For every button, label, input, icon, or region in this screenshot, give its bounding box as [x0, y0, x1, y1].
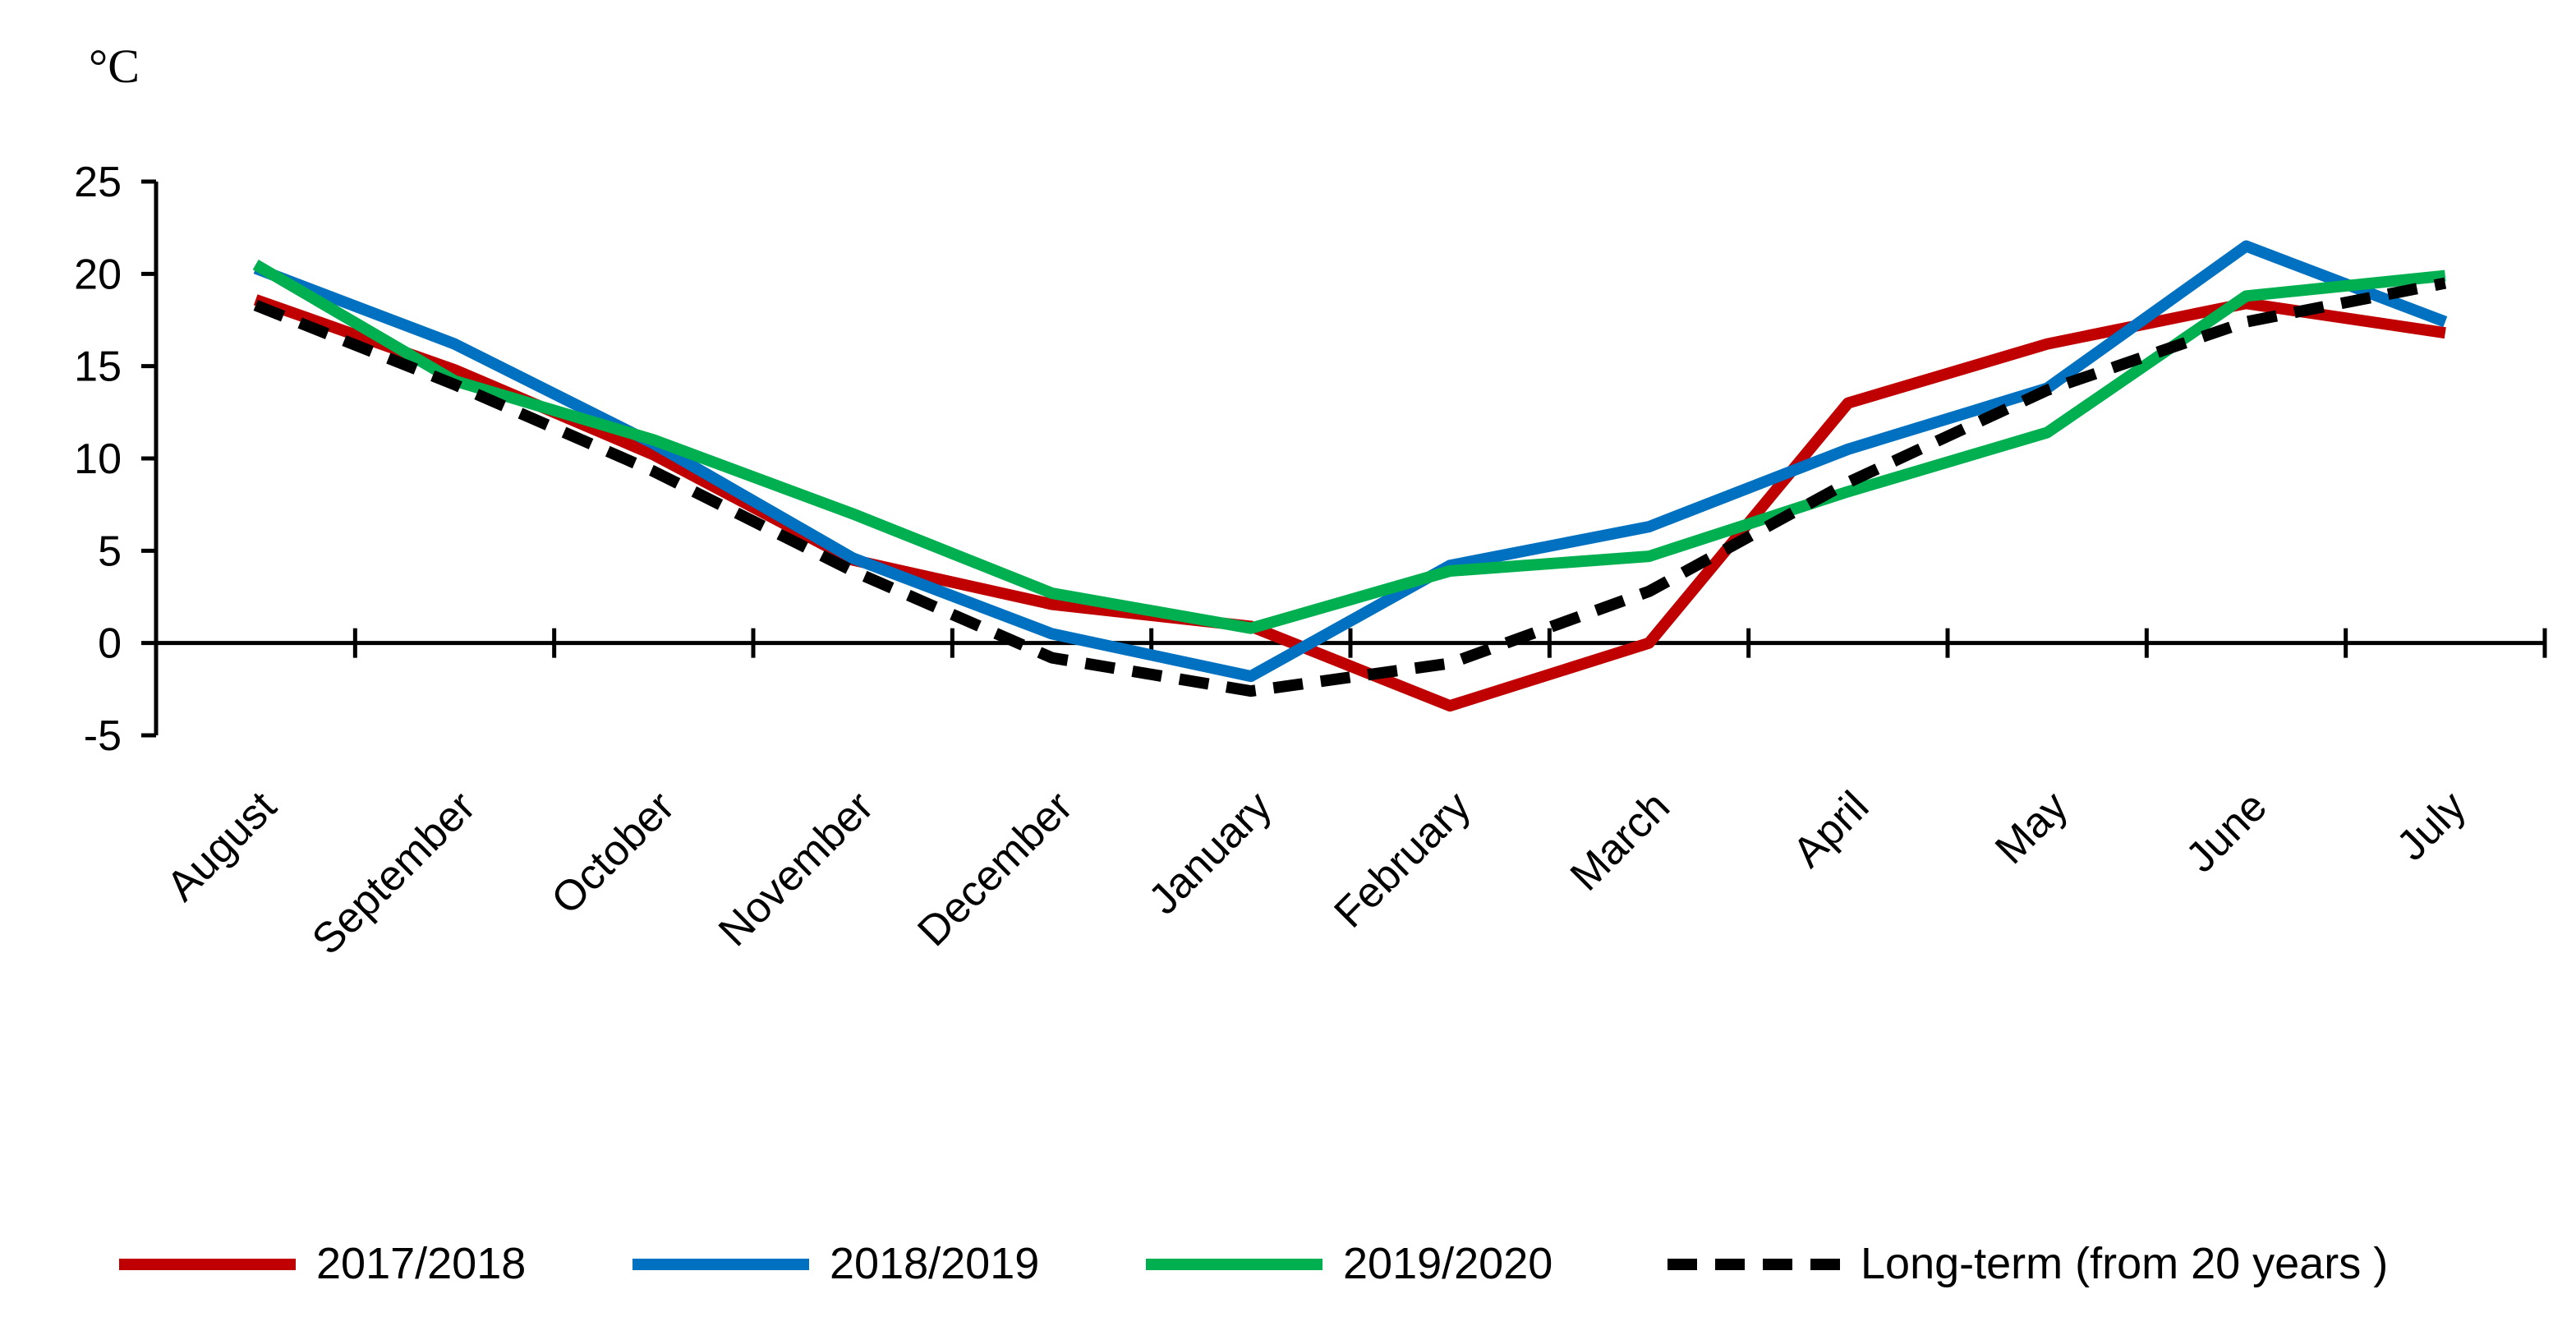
y-tick-label: 15 — [74, 343, 122, 391]
legend-label: 2019/2020 — [1343, 1239, 1552, 1288]
x-tick-label: December — [908, 782, 1082, 955]
x-tick-label: October — [543, 782, 684, 923]
y-tick-label: 0 — [98, 620, 122, 668]
x-tick-label: September — [303, 782, 485, 964]
y-tick-label: 10 — [74, 435, 122, 483]
y-tick-labels: 25 20 15 10 5 0 -5 — [74, 159, 122, 760]
y-tick-label: 25 — [74, 159, 122, 206]
y-tick-label: 5 — [98, 527, 122, 575]
x-tick-label: August — [158, 782, 286, 910]
legend-label: Long-term (from 20 years ) — [1861, 1239, 2388, 1288]
x-tick-label: April — [1784, 782, 1879, 877]
x-tick-label: February — [1326, 782, 1480, 937]
series-line — [255, 246, 2445, 677]
y-tick-label: 20 — [74, 251, 122, 298]
y-tick-label: -5 — [84, 712, 122, 760]
x-tick-label: November — [710, 782, 883, 955]
legend-label: 2017/2018 — [316, 1239, 526, 1288]
legend: 2017/2018 2018/2019 2019/2020 Long-term (fr… — [119, 1239, 2388, 1288]
x-tick-labels: August September October November December Ja… — [158, 782, 2475, 964]
x-tick-label: July — [2388, 782, 2475, 869]
legend-label: 2018/2019 — [830, 1239, 1039, 1288]
x-tick-label: March — [1562, 782, 1679, 900]
y-axis-unit-label: °C — [89, 39, 140, 93]
x-tick-label: January — [1139, 782, 1281, 923]
temperature-line-chart: °C 25 20 15 10 5 0 -5 August September October No… — [0, 0, 2576, 1340]
x-tick-label: May — [1986, 782, 2077, 873]
axes — [141, 182, 2545, 735]
x-tick-label: June — [2177, 782, 2276, 882]
